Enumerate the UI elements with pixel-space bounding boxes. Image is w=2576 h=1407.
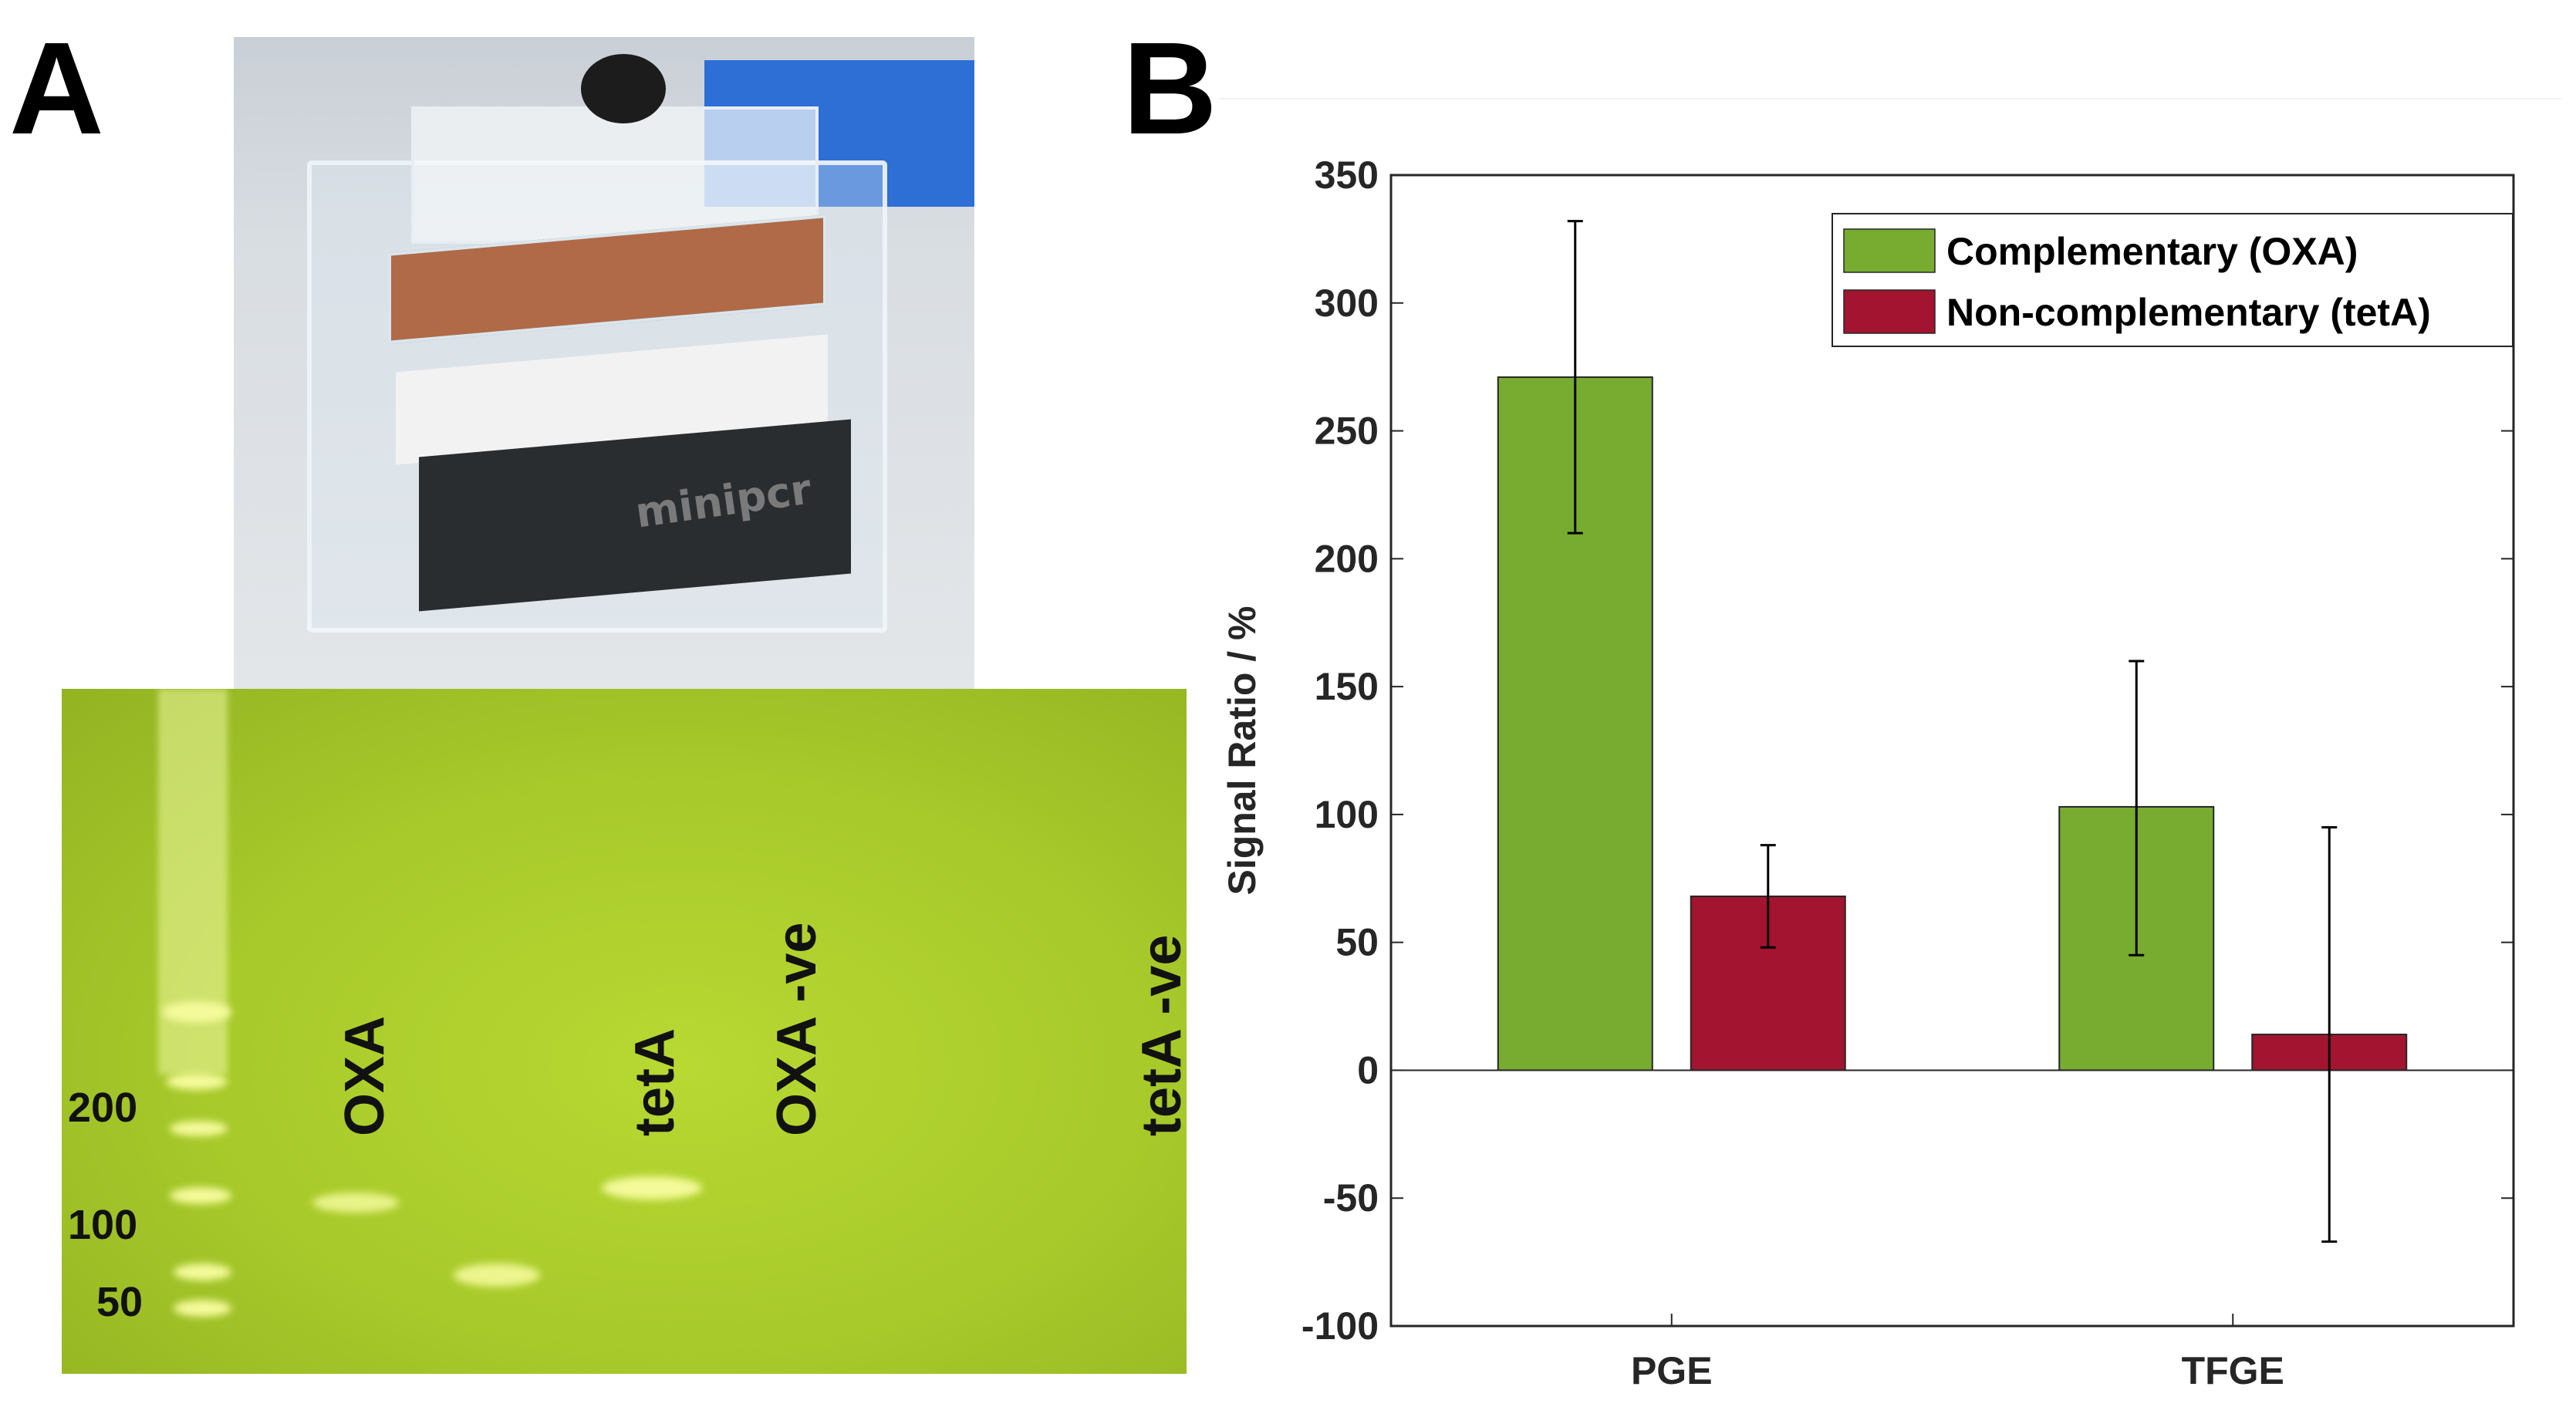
y-tick-label: 50 <box>1335 921 1379 964</box>
agarose-gel-image: 200 100 50 OXA tetA OXA -ve tetA -ve <box>62 689 1187 1374</box>
ladder-band <box>174 1300 231 1317</box>
oxa-band <box>312 1193 399 1213</box>
ladder-band <box>170 1121 228 1136</box>
y-tick-label: 0 <box>1357 1048 1379 1092</box>
y-tick-label: 350 <box>1315 154 1379 197</box>
minipcr-device-photo: minipcr <box>234 37 974 689</box>
legend-label-non-complementary: Non-complementary (tetA) <box>1946 291 2431 334</box>
x-tick-label: PGE <box>1631 1349 1713 1392</box>
legend-swatch-non-complementary <box>1843 289 1936 334</box>
y-tick-label: 300 <box>1315 282 1379 325</box>
bars-group <box>1497 220 2408 1243</box>
panel-a-label: A <box>9 15 104 162</box>
size-label-200: 200 <box>68 1085 138 1131</box>
y-axis-label: Signal Ratio / % <box>1220 606 1264 895</box>
legend: Complementary (OXA) Non-complementary (t… <box>1832 213 2514 347</box>
y-tick-label: 250 <box>1315 410 1379 453</box>
ladder-band <box>170 1187 231 1204</box>
legend-box <box>1832 213 2514 347</box>
y-tick-label: -100 <box>1302 1304 1379 1348</box>
size-label-100: 100 <box>68 1202 138 1248</box>
y-axis: -100 -50 0 50 100 150 200 250 300 350 <box>1302 154 2514 1348</box>
sample-band <box>454 1264 540 1287</box>
knob-shape <box>581 54 666 123</box>
panel-b-label: B <box>1123 15 1217 162</box>
y-tick-label: 200 <box>1315 537 1379 580</box>
ladder-band <box>174 1264 231 1280</box>
ladder-band <box>166 1073 228 1090</box>
x-axis: PGE TFGE <box>1631 1314 2284 1392</box>
ladder-band <box>162 1001 231 1023</box>
legend-swatch-complementary <box>1843 228 1936 273</box>
y-tick-label: 100 <box>1315 793 1379 836</box>
legend-label-complementary: Complementary (OXA) <box>1946 230 2358 273</box>
size-label-50: 50 <box>96 1279 143 1325</box>
teta-band <box>602 1176 702 1199</box>
x-tick-label: TFGE <box>2182 1349 2284 1392</box>
y-tick-label: 150 <box>1315 665 1379 708</box>
y-tick-label: -50 <box>1323 1176 1379 1220</box>
